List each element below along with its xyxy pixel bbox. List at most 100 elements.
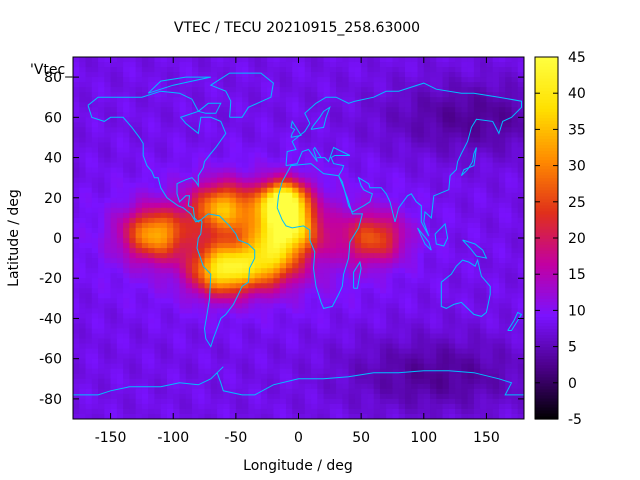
heatmap-cell xyxy=(223,122,231,128)
heatmap-cell xyxy=(179,278,187,284)
heatmap-cell xyxy=(185,67,193,73)
heatmap-cell xyxy=(398,388,406,395)
heatmap-cell xyxy=(311,328,318,335)
heatmap-cell xyxy=(285,192,293,199)
heatmap-cell xyxy=(311,303,318,309)
heatmap-cell xyxy=(480,348,488,355)
heatmap-cell xyxy=(185,328,193,335)
heatmap-cell xyxy=(473,353,481,360)
heatmap-cell xyxy=(467,303,475,309)
heatmap-cell xyxy=(430,232,437,239)
heatmap-cell xyxy=(304,167,312,174)
heatmap-cell xyxy=(141,253,149,259)
heatmap-cell xyxy=(85,232,93,239)
heatmap-cell xyxy=(361,243,368,249)
heatmap-cell xyxy=(348,177,356,184)
heatmap-cell xyxy=(367,202,375,209)
heatmap-cell xyxy=(148,253,156,259)
heatmap-cell xyxy=(461,288,469,294)
heatmap-cell xyxy=(336,258,343,264)
heatmap-cell xyxy=(498,353,506,360)
heatmap-cell xyxy=(273,373,281,380)
heatmap-cell xyxy=(342,132,350,139)
heatmap-cell xyxy=(79,182,87,189)
heatmap-cell xyxy=(235,308,243,315)
heatmap-cell xyxy=(417,388,425,395)
heatmap-cell xyxy=(398,288,406,294)
heatmap-cell xyxy=(467,313,475,320)
heatmap-cell xyxy=(116,348,124,355)
heatmap-cell xyxy=(354,258,362,264)
heatmap-cell xyxy=(517,388,524,395)
heatmap-cell xyxy=(323,313,331,320)
heatmap-cell xyxy=(298,293,306,299)
heatmap-cell xyxy=(442,57,450,63)
heatmap-cell xyxy=(279,102,287,108)
heatmap-cell xyxy=(73,278,80,284)
heatmap-cell xyxy=(204,167,212,174)
heatmap-cell xyxy=(185,243,193,249)
heatmap-cell xyxy=(455,258,462,264)
heatmap-cell xyxy=(154,378,162,385)
heatmap-cell xyxy=(486,152,494,159)
heatmap-cell xyxy=(73,72,80,78)
heatmap-cell xyxy=(430,62,437,68)
heatmap-cell xyxy=(110,403,118,410)
heatmap-cell xyxy=(467,92,475,98)
heatmap-cell xyxy=(505,383,513,390)
heatmap-cell xyxy=(273,313,281,320)
heatmap-cell xyxy=(317,107,325,113)
heatmap-cell xyxy=(379,87,387,93)
heatmap-cell xyxy=(379,258,387,264)
heatmap-cell xyxy=(323,268,331,274)
heatmap-cell xyxy=(336,82,343,88)
heatmap-cell xyxy=(292,152,300,159)
heatmap-cell xyxy=(248,348,256,355)
heatmap-cell xyxy=(141,62,149,68)
heatmap-cell xyxy=(379,243,387,249)
heatmap-cell xyxy=(361,348,368,355)
heatmap-cell xyxy=(110,62,118,68)
heatmap-cell xyxy=(317,243,325,249)
heatmap-cell xyxy=(379,212,387,219)
heatmap-cell xyxy=(192,137,199,144)
heatmap-cell xyxy=(166,112,174,118)
heatmap-cell xyxy=(160,258,168,264)
heatmap-cell xyxy=(373,273,381,279)
heatmap-cell xyxy=(141,283,149,289)
heatmap-cell xyxy=(229,378,237,385)
heatmap-cell xyxy=(229,393,237,400)
heatmap-cell xyxy=(123,353,130,360)
heatmap-cell xyxy=(135,238,143,244)
heatmap-cell xyxy=(323,248,331,254)
heatmap-cell xyxy=(166,263,174,269)
heatmap-cell xyxy=(511,222,519,229)
heatmap-cell xyxy=(348,363,356,370)
heatmap-cell xyxy=(229,248,237,254)
heatmap-cell xyxy=(235,92,243,98)
heatmap-cell xyxy=(517,278,524,284)
heatmap-cell xyxy=(198,243,206,249)
heatmap-cell xyxy=(498,182,506,189)
heatmap-cell xyxy=(148,97,156,103)
heatmap-cell xyxy=(411,243,419,249)
heatmap-cell xyxy=(323,303,331,309)
heatmap-cell xyxy=(379,378,387,385)
heatmap-cell xyxy=(430,182,437,189)
heatmap-cell xyxy=(404,92,412,98)
heatmap-cell xyxy=(367,162,375,169)
heatmap-cell xyxy=(116,323,124,330)
heatmap-cell xyxy=(511,278,519,284)
heatmap-cell xyxy=(160,298,168,304)
heatmap-cell xyxy=(473,238,481,244)
heatmap-cell xyxy=(323,207,331,214)
heatmap-cell xyxy=(179,283,187,289)
heatmap-cell xyxy=(455,122,462,128)
heatmap-cell xyxy=(392,142,400,149)
heatmap-cell xyxy=(192,348,199,355)
heatmap-cell xyxy=(104,288,112,294)
heatmap-cell xyxy=(98,303,105,309)
heatmap-cell xyxy=(73,298,80,304)
heatmap-cell xyxy=(254,243,262,249)
heatmap-cell xyxy=(279,263,287,269)
